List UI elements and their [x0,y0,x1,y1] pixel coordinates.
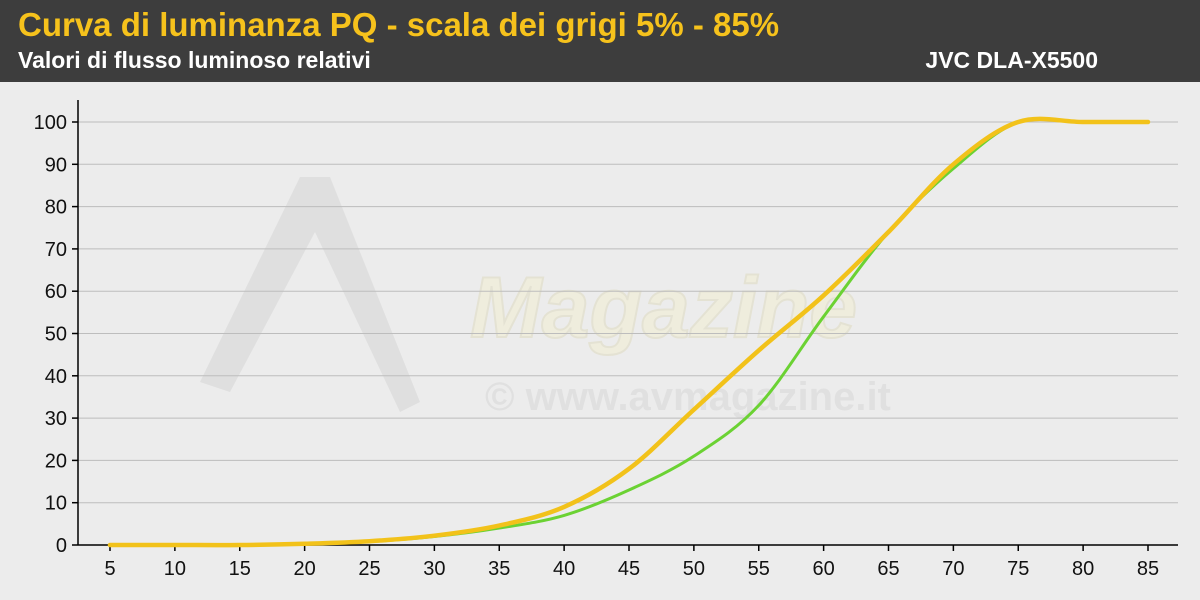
luminance-chart: Magazine © www.avmagazine.it 01020304050… [34,100,1178,580]
x-tick-label: 50 [683,558,705,580]
x-axis: 5 10 15 20 25 30 35 40 45 50 55 60 65 70 75 80 85 [78,544,1178,580]
x-tick-label: 65 [877,558,899,580]
y-tick-label: 60 [45,281,67,303]
watermark-logo-text: Magazine [470,260,857,356]
x-tick-label: 85 [1137,558,1159,580]
y-tick-label: 80 [45,197,67,219]
x-tick-label: 80 [1072,558,1094,580]
chart-header: Curva di luminanza PQ - scala dei grigi … [0,0,1200,76]
y-axis: 0 10 20 30 40 50 60 70 80 90 100 [34,100,79,557]
y-tick-label: 0 [56,535,67,557]
watermark-url: © www.avmagazine.it [485,375,891,419]
y-tick-label: 90 [45,154,67,176]
x-tick-label: 30 [423,558,445,580]
series-group [107,116,1151,548]
x-tick-label: 25 [358,558,380,580]
chart-subtitle: Valori di flusso luminoso relativi [18,47,371,73]
y-tick-label: 50 [45,324,67,346]
x-tick-label: 35 [488,558,510,580]
x-tick-label: 70 [942,558,964,580]
y-tick-label: 70 [45,239,67,261]
y-tick-label: 40 [45,366,67,388]
projector-model: JVC DLA-X5500 [925,47,1098,73]
grid [78,121,1178,546]
y-tick-label: 100 [34,112,67,134]
y-tick-label: 20 [45,450,67,472]
x-tick-label: 5 [104,558,115,580]
x-tick-label: 45 [618,558,640,580]
x-tick-label: 60 [813,558,835,580]
series-line-2 [107,116,1151,548]
x-tick-label: 75 [1007,558,1029,580]
watermark-av-logo [200,177,420,412]
chart-panel: Magazine © www.avmagazine.it 0 10 20 30 40 50… [0,82,1200,600]
y-tick-label: 30 [45,408,67,430]
watermark: Magazine © www.avmagazine.it [200,177,891,419]
x-tick-label: 20 [294,558,316,580]
y-tick-label: 10 [45,493,67,515]
x-tick-label: 55 [748,558,770,580]
x-tick-label: 15 [229,558,251,580]
x-tick-label: 40 [553,558,575,580]
chart-title: Curva di luminanza PQ - scala dei grigi … [18,6,780,43]
x-tick-label: 10 [164,558,186,580]
